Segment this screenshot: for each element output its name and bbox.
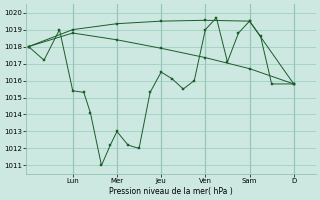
X-axis label: Pression niveau de la mer( hPa ): Pression niveau de la mer( hPa ) bbox=[109, 187, 233, 196]
